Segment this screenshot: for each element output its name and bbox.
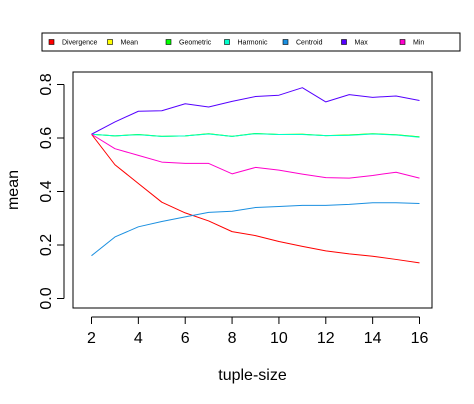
y-tick-label: 0.4	[38, 180, 55, 202]
legend-swatch	[166, 40, 171, 45]
x-tick-label: 4	[134, 330, 143, 347]
x-tick-label: 10	[270, 330, 288, 347]
x-axis: 2 4 6 8 10 12 14 16	[87, 317, 428, 347]
y-tick-label: 0.2	[38, 234, 55, 256]
x-tick-label: 16	[411, 330, 429, 347]
y-axis: 0.0 0.2 0.4 0.6 0.8	[38, 73, 64, 309]
x-tick-label: 14	[364, 330, 382, 347]
legend-label: Mean	[121, 40, 139, 47]
x-tick-label: 12	[317, 330, 335, 347]
x-tick-label: 8	[228, 330, 237, 347]
x-tick-label: 2	[87, 330, 96, 347]
legend-label: Max	[355, 40, 369, 47]
legend-swatch	[225, 40, 230, 45]
y-tick-label: 0.0	[38, 287, 55, 309]
legend-swatch	[400, 40, 405, 45]
legend-swatch	[342, 40, 347, 45]
legend-swatch	[49, 40, 54, 45]
legend-swatch	[108, 40, 113, 45]
series-line-min	[92, 134, 420, 178]
legend: Divergence Mean Geometric Harmonic Centroid M…	[42, 33, 460, 51]
legend-swatch	[283, 40, 288, 45]
legend-label: Centroid	[296, 40, 323, 47]
series-line-max	[92, 88, 420, 135]
y-tick-label: 0.8	[38, 73, 55, 95]
x-axis-title: tuple-size	[218, 367, 287, 384]
plot-frame	[73, 72, 432, 308]
legend-label: Divergence	[62, 40, 98, 47]
legend-label: Harmonic	[238, 40, 268, 47]
x-tick-label: 6	[181, 330, 190, 347]
series-line-centroid	[92, 203, 420, 256]
series-lines	[92, 88, 420, 263]
legend-label: Min	[413, 40, 424, 47]
y-axis-title: mean	[5, 170, 22, 210]
series-line-divergence	[92, 134, 420, 263]
y-tick-label: 0.6	[38, 127, 55, 149]
legend-label: Geometric	[179, 40, 212, 47]
